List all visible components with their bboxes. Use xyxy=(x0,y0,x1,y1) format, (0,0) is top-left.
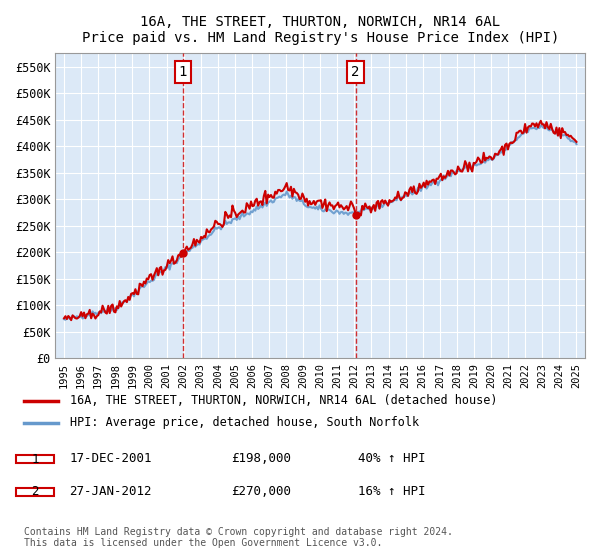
Text: 17-DEC-2001: 17-DEC-2001 xyxy=(70,452,152,465)
Text: 16% ↑ HPI: 16% ↑ HPI xyxy=(358,484,425,498)
Text: 2: 2 xyxy=(31,486,39,498)
Text: Contains HM Land Registry data © Crown copyright and database right 2024.
This d: Contains HM Land Registry data © Crown c… xyxy=(23,527,452,548)
Text: 2: 2 xyxy=(352,65,360,79)
Text: 16A, THE STREET, THURTON, NORWICH, NR14 6AL (detached house): 16A, THE STREET, THURTON, NORWICH, NR14 … xyxy=(70,394,497,407)
Text: £198,000: £198,000 xyxy=(231,452,291,465)
Text: £270,000: £270,000 xyxy=(231,484,291,498)
Text: 40% ↑ HPI: 40% ↑ HPI xyxy=(358,452,425,465)
FancyBboxPatch shape xyxy=(16,488,54,496)
Text: 1: 1 xyxy=(31,452,39,465)
Text: 27-JAN-2012: 27-JAN-2012 xyxy=(70,484,152,498)
FancyBboxPatch shape xyxy=(16,455,54,463)
Text: HPI: Average price, detached house, South Norfolk: HPI: Average price, detached house, Sout… xyxy=(70,416,419,429)
Text: 1: 1 xyxy=(179,65,187,79)
Title: 16A, THE STREET, THURTON, NORWICH, NR14 6AL
Price paid vs. HM Land Registry's Ho: 16A, THE STREET, THURTON, NORWICH, NR14 … xyxy=(82,15,559,45)
